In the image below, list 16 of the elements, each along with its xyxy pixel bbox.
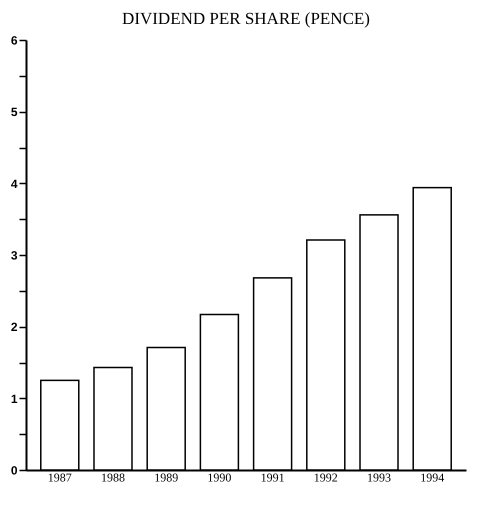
chart-title: DIVIDEND PER SHARE (PENCE) <box>122 9 370 28</box>
y-tick-label: 5 <box>10 105 18 120</box>
x-tick-label: 1990 <box>207 470 232 484</box>
x-tick-label: 1993 <box>367 470 392 484</box>
y-tick-label: 3 <box>10 248 18 262</box>
y-tick-label: 0 <box>10 464 18 478</box>
x-tick-label: 1988 <box>100 470 125 484</box>
x-tick-label: 1992 <box>314 470 338 484</box>
x-tick-label: 1989 <box>154 470 178 484</box>
x-tick-label: 1991 <box>260 470 285 484</box>
x-tick-label: 1994 <box>420 470 444 484</box>
y-tick-label: 6 <box>10 34 18 48</box>
y-tick-label: 2 <box>10 320 18 334</box>
x-tick-label: 1987 <box>48 470 72 484</box>
y-tick-label: 1 <box>10 392 18 406</box>
y-tick-label: 4 <box>10 176 18 191</box>
